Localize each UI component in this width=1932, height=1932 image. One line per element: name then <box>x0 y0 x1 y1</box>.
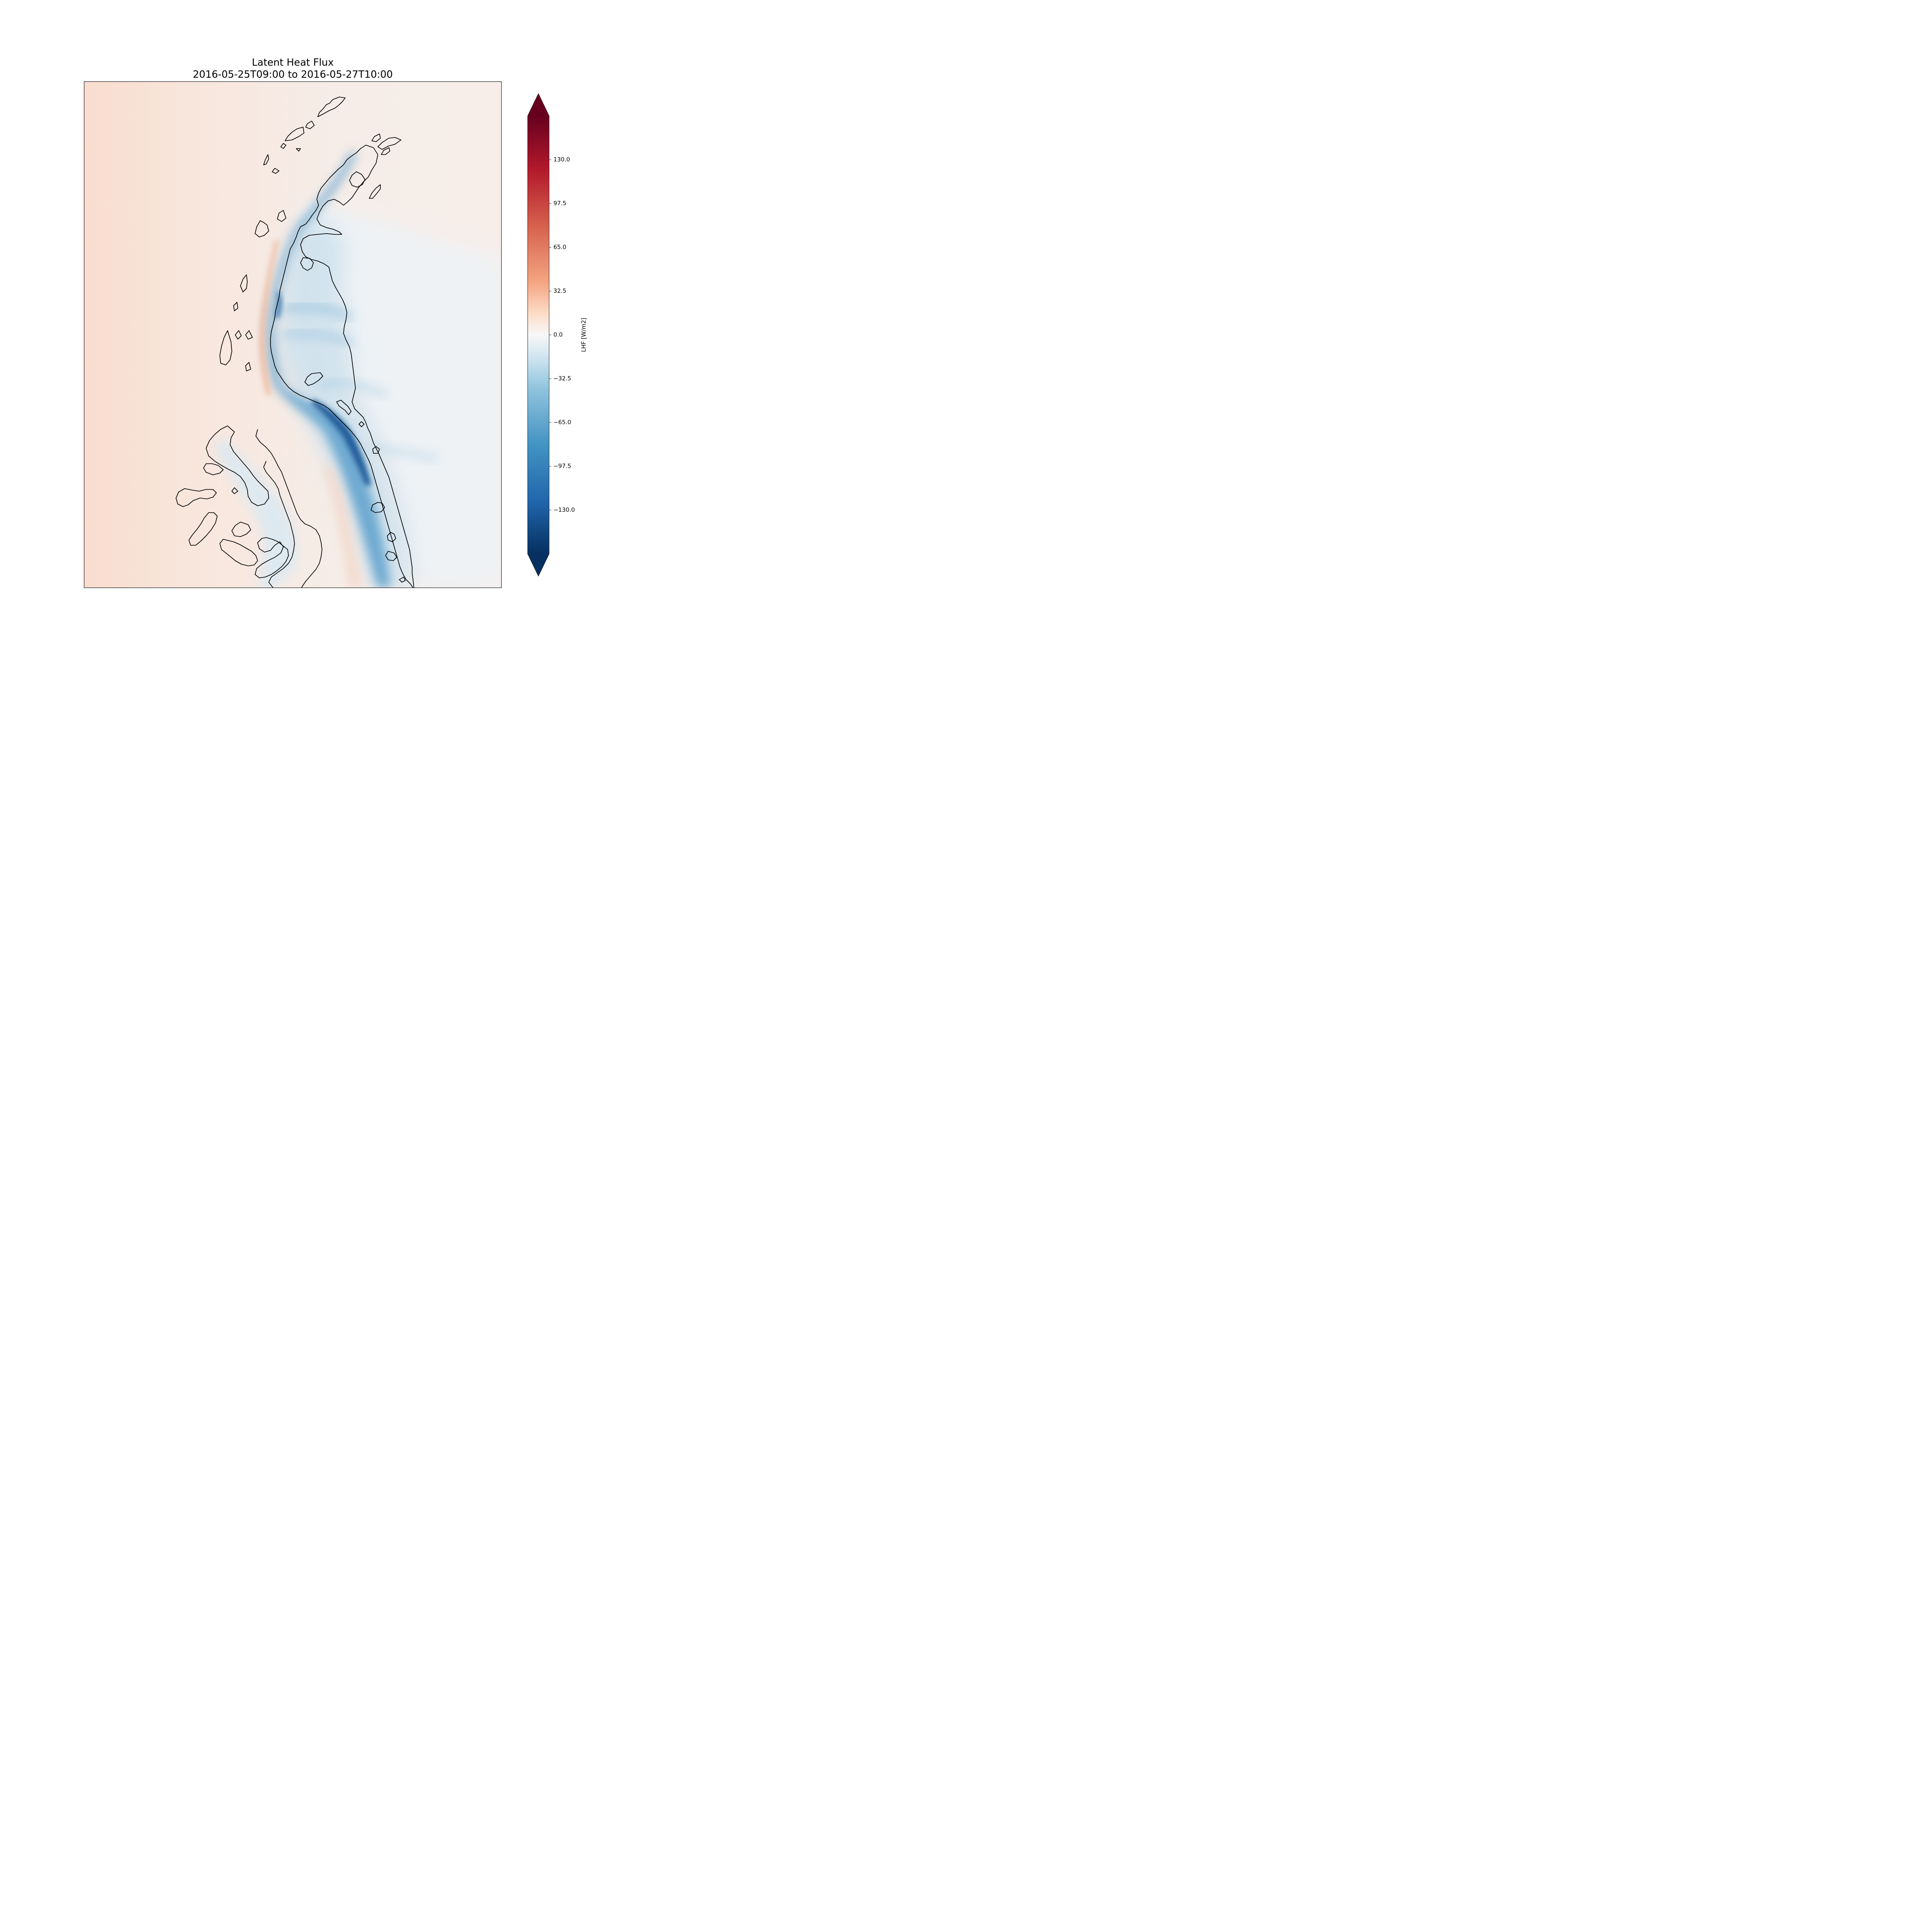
colorbar-tick-label: 97.5 <box>553 200 566 207</box>
colorbar: 130.0 97.5 65.0 32.5 0.0 −32.5 −65.0 −97.5 −130.… <box>527 93 587 577</box>
colorbar-tick-label: 0.0 <box>553 331 562 338</box>
colorbar-label: LHF [W/m2] <box>580 318 587 352</box>
map-frame <box>84 81 502 588</box>
lhf-field <box>84 82 501 588</box>
map-figure: 130.0 97.5 65.0 32.5 0.0 −32.5 −65.0 −97.5 −130.… <box>84 81 587 588</box>
colorbar-extend-max <box>528 94 549 116</box>
chart-subtitle: 2016-05-25T09:00 to 2016-05-27T10:00 <box>193 69 393 80</box>
colorbar-tick-label: 32.5 <box>553 288 566 295</box>
colorbar-ramp <box>528 116 549 554</box>
colorbar-tick-label: 130.0 <box>553 156 570 163</box>
colorbar-tick-label: −32.5 <box>553 375 571 382</box>
chart-title: Latent Heat Flux <box>252 57 334 68</box>
colorbar-extend-min <box>528 554 549 576</box>
colorbar-tick-label: −130.0 <box>553 507 575 513</box>
colorbar-tick-label: −97.5 <box>553 463 571 470</box>
colorbar-tick-label: 65.0 <box>553 244 566 251</box>
coastline <box>176 97 414 588</box>
colorbar-tick-label: −65.0 <box>553 419 571 426</box>
